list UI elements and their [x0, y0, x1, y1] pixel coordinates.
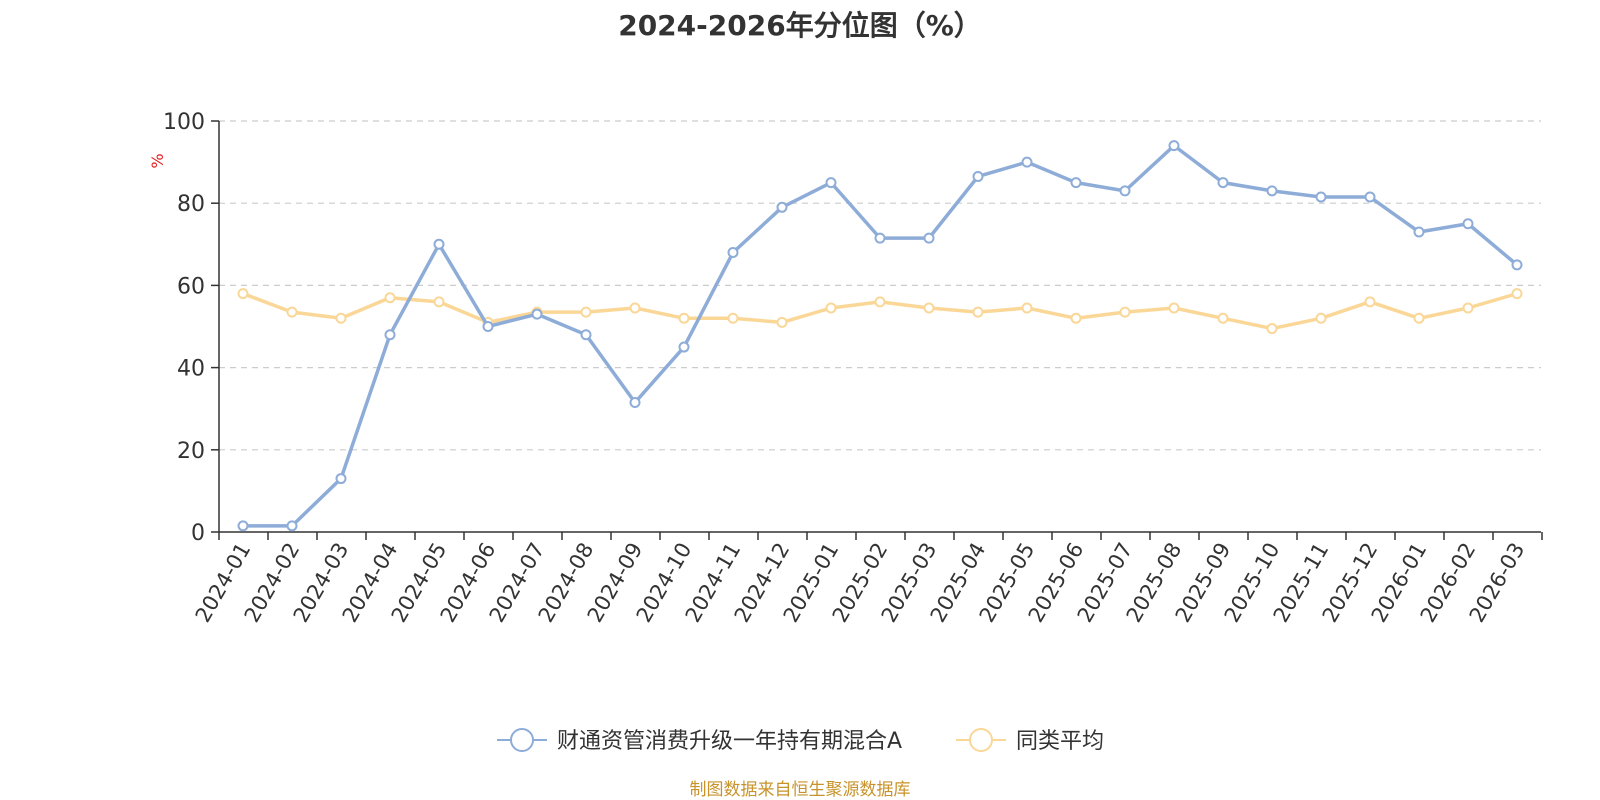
- data-point: [874, 296, 886, 308]
- data-point: [286, 520, 298, 532]
- data-point: [580, 329, 592, 341]
- data-point: [923, 302, 935, 314]
- data-point: [923, 232, 935, 244]
- data-point: [1119, 306, 1131, 318]
- data-point: [776, 316, 788, 328]
- data-point: [1021, 156, 1033, 168]
- legend-marker: [510, 728, 534, 752]
- axes: 020406080100%2024-012024-022024-032024-0…: [148, 110, 1543, 626]
- data-point: [237, 520, 249, 532]
- data-point: [1413, 226, 1425, 238]
- y-tick-label: 0: [191, 521, 205, 546]
- data-point: [335, 473, 347, 485]
- legend-label: 财通资管消费升级一年持有期混合A: [557, 729, 902, 754]
- legend: 财通资管消费升级一年持有期混合A 同类平均: [497, 728, 1104, 754]
- data-point: [1266, 185, 1278, 197]
- legend-item: 财通资管消费升级一年持有期混合A: [497, 728, 902, 754]
- data-point: [237, 288, 249, 300]
- y-tick-label: 20: [177, 439, 205, 464]
- data-point: [1413, 312, 1425, 324]
- series-0: [237, 140, 1523, 532]
- data-point: [1511, 288, 1523, 300]
- data-point: [482, 321, 494, 332]
- legend-label: 同类平均: [1016, 729, 1104, 754]
- series-1: [237, 288, 1523, 335]
- data-point: [1266, 323, 1278, 335]
- data-point: [874, 232, 886, 244]
- data-point: [1070, 177, 1082, 189]
- data-point: [629, 397, 641, 409]
- data-point: [972, 306, 984, 318]
- legend-marker: [969, 728, 993, 752]
- data-point: [678, 341, 690, 353]
- data-point: [727, 247, 739, 259]
- data-point: [1315, 191, 1327, 203]
- data-point: [531, 308, 543, 320]
- y-tick-label: 80: [177, 192, 205, 217]
- data-point: [433, 296, 445, 308]
- chart-title: 2024-2026年分位图（%）: [618, 9, 982, 42]
- data-point: [384, 292, 396, 304]
- data-point: [1511, 259, 1523, 271]
- y-tick-label: 40: [177, 357, 205, 382]
- grid-lines: [219, 120, 1541, 451]
- data-point: [384, 329, 396, 341]
- data-point: [776, 201, 788, 213]
- data-point: [1315, 312, 1327, 324]
- y-axis-label: %: [148, 153, 167, 168]
- data-point: [727, 312, 739, 324]
- data-point: [580, 306, 592, 318]
- data-point: [629, 302, 641, 314]
- data-point: [433, 238, 445, 250]
- legend-item: 同类平均: [956, 728, 1104, 754]
- data-point: [1364, 296, 1376, 308]
- data-point: [1168, 302, 1180, 314]
- data-point: [825, 302, 837, 314]
- data-point: [825, 177, 837, 189]
- y-tick-label: 100: [163, 110, 205, 135]
- data-point: [1119, 185, 1131, 197]
- data-point: [1217, 177, 1229, 189]
- y-tick-label: 60: [177, 274, 205, 299]
- data-point: [335, 312, 347, 324]
- data-point: [1168, 140, 1180, 152]
- data-point: [286, 306, 298, 318]
- data-point: [972, 170, 984, 182]
- data-point: [1462, 302, 1474, 314]
- data-point: [1217, 312, 1229, 324]
- data-point: [1070, 312, 1082, 324]
- source-note: 制图数据来自恒生聚源数据库: [689, 780, 911, 800]
- data-point: [1364, 191, 1376, 203]
- series-layer: [237, 140, 1523, 532]
- data-point: [1462, 218, 1474, 230]
- data-point: [1021, 302, 1033, 314]
- data-point: [678, 312, 690, 324]
